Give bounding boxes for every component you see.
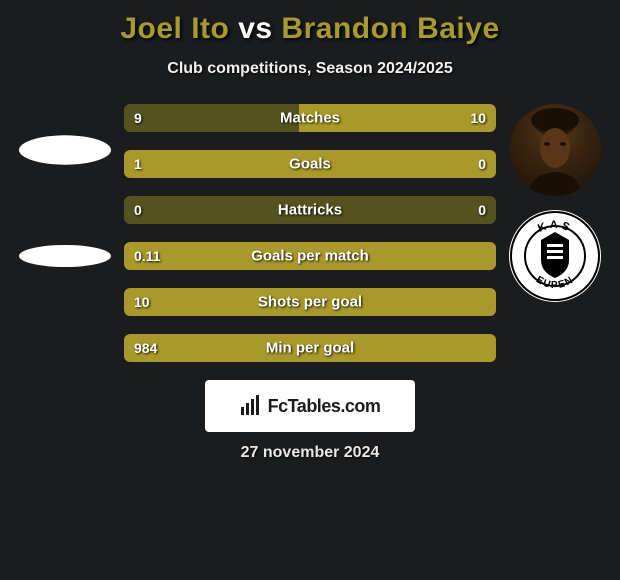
stat-row: Min per goal 984 — [124, 334, 496, 362]
stat-label: Shots per goal — [258, 294, 362, 311]
left-column — [10, 104, 120, 302]
stat-value-right: 0 — [478, 156, 486, 172]
stat-value-left: 984 — [134, 340, 157, 356]
stat-row: Goals per match 0.11 — [124, 242, 496, 270]
subtitle: Club competitions, Season 2024/2025 — [167, 60, 452, 78]
stat-row: Shots per goal 10 — [124, 288, 496, 316]
player2-avatar — [509, 104, 601, 196]
stat-value-left: 9 — [134, 110, 142, 126]
stat-label: Min per goal — [266, 340, 354, 357]
player1-name: Joel Ito — [120, 12, 229, 45]
right-column: KAS EUPEN — [500, 104, 610, 302]
player2-name: Brandon Baiye — [281, 12, 499, 45]
stat-value-left: 1 — [134, 156, 142, 172]
stat-label: Goals — [289, 156, 331, 173]
title-vs: vs — [229, 12, 281, 45]
comparison-card: Joel Ito vs Brandon Baiye Club competiti… — [0, 0, 620, 472]
page-title: Joel Ito vs Brandon Baiye — [120, 12, 499, 46]
bar-fill-left — [124, 104, 299, 132]
stat-value-left: 10 — [134, 294, 150, 310]
club-badge-icon: KAS EUPEN — [509, 210, 601, 302]
stat-value-left: 0 — [134, 202, 142, 218]
stat-label: Matches — [280, 110, 340, 127]
player1-avatar — [19, 135, 111, 164]
stat-label: Goals per match — [251, 248, 369, 265]
main-area: Matches910Goals10Hattricks00Goals per ma… — [0, 104, 620, 362]
stat-row: Goals 1 0 — [124, 150, 496, 178]
chart-icon — [240, 395, 262, 417]
player2-club-badge: KAS EUPEN — [509, 210, 601, 302]
stat-value-left: 0.11 — [134, 248, 160, 264]
stat-value-right: 10 — [470, 110, 486, 126]
stat-row: Hattricks 0 0 — [124, 196, 496, 224]
player1-club-badge — [19, 245, 111, 267]
date-label: 27 november 2024 — [241, 444, 380, 462]
branding-badge: FcTables.com — [205, 380, 415, 432]
branding-text: FcTables.com — [268, 396, 381, 417]
stats-bars: Matches910Goals10Hattricks00Goals per ma… — [120, 104, 500, 362]
stat-label: Hattricks — [278, 202, 342, 219]
stat-value-right: 0 — [478, 202, 486, 218]
stat-row: Matches 9 10 — [124, 104, 496, 132]
person-icon — [509, 104, 601, 196]
